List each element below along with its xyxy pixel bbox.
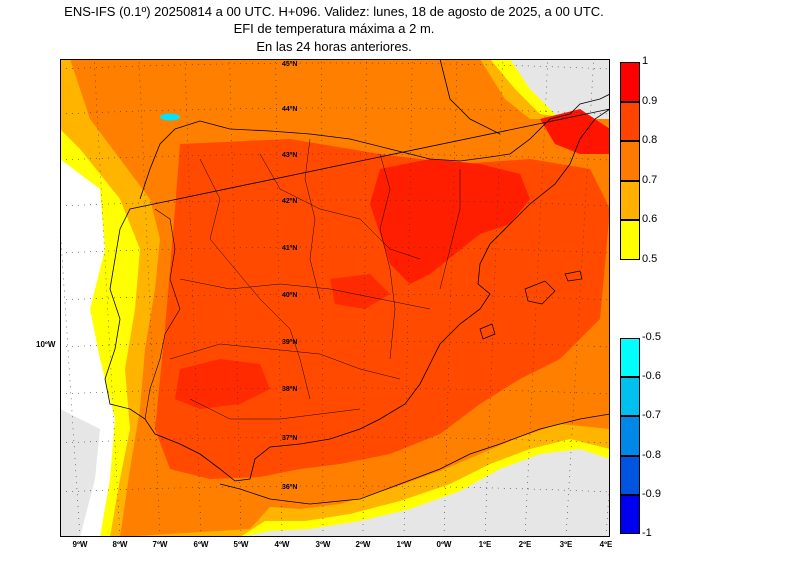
legend-label: -0.5 xyxy=(642,331,661,343)
latitude-label: 36ºN xyxy=(282,484,297,491)
longitude-label: 7ºW xyxy=(152,540,168,549)
latitude-label: 38ºN xyxy=(282,386,297,393)
latitude-label: 40ºN xyxy=(282,292,297,299)
africa-low-efi xyxy=(180,419,610,537)
longitude-label: 1ºW xyxy=(396,540,412,549)
latitude-labels: 45ºN 44ºN 43ºN 42ºN 41ºN 40ºN 39ºN 38ºN 37ºN 36ºN xyxy=(282,61,297,491)
legend-color-box xyxy=(620,180,640,221)
longitude-label: 1ºE xyxy=(478,540,492,549)
efi-red-zone-ebro xyxy=(370,159,530,284)
legend-color-box xyxy=(620,62,640,102)
legend-color-box xyxy=(620,101,640,142)
mallorca-outline xyxy=(524,280,556,305)
latitude-label: 39ºN xyxy=(282,339,297,346)
france-coastline xyxy=(439,59,501,135)
legend-label: -0.9 xyxy=(642,487,661,500)
menorca-outline xyxy=(564,270,583,282)
efi-red-zone-guadalquivir xyxy=(175,359,270,409)
iberia-coastline xyxy=(104,93,610,482)
longitude-label: 9ºW xyxy=(72,540,88,549)
legend-color-box xyxy=(620,455,640,495)
legend-label: 1 xyxy=(642,55,649,67)
legend-label: 0.7 xyxy=(642,173,658,186)
title-line-2: EFI de temperatura máxima a 2 m. xyxy=(233,21,435,36)
legend-positive xyxy=(620,62,640,260)
portugal-border xyxy=(144,208,181,420)
legend-label: 0.5 xyxy=(642,253,658,265)
longitude-label: 4ºW xyxy=(274,540,290,549)
longitude-label: 0ºW xyxy=(436,540,452,549)
latitude-label: 44ºN xyxy=(282,106,297,113)
longitude-label: 4ºE xyxy=(599,540,613,549)
latitude-label: 43ºN xyxy=(282,152,297,159)
legend-color-box xyxy=(620,377,640,417)
longitude-label: 8ºW xyxy=(112,540,128,549)
negative-efi-spot xyxy=(160,113,180,121)
atlantic-low-efi xyxy=(60,409,100,537)
legend-color-box xyxy=(620,494,640,534)
longitude-label: 3ºE xyxy=(559,540,573,549)
longitude-label: 2ºW xyxy=(355,540,371,549)
legend-label: -1 xyxy=(642,527,652,539)
legend-label: -0.7 xyxy=(642,409,661,422)
longitude-label: 5ºW xyxy=(233,540,249,549)
longitude-label: 6ºW xyxy=(193,540,209,549)
map-panel: 45ºN 44ºN 43ºN 42ºN 41ºN 40ºN 39ºN 38ºN 37ºN 36ºN xyxy=(60,59,610,537)
latitude-label: 45ºN xyxy=(282,61,297,68)
legend-label: -0.8 xyxy=(642,448,661,461)
longitude-label: 3ºW xyxy=(315,540,331,549)
legend-label: -0.6 xyxy=(642,370,661,383)
longitude-label: 2ºE xyxy=(518,540,532,549)
province-borders xyxy=(169,138,461,420)
title-line-1: ENS-IFS (0.1º) 20250814 a 00 UTC. H+096.… xyxy=(64,4,604,19)
latitude-label: 37ºN xyxy=(282,435,297,442)
title-line-3: En las 24 horas anteriores. xyxy=(256,39,412,54)
africa-coastline xyxy=(219,413,610,505)
ibiza-outline xyxy=(479,323,496,340)
side-longitude-label: 10ºW xyxy=(36,340,56,349)
latitude-label: 42ºN xyxy=(282,198,297,205)
legend-color-box xyxy=(620,338,640,378)
legend-label: 0.9 xyxy=(642,94,658,107)
latitude-label: 41ºN xyxy=(282,245,297,252)
legend-label: 0.6 xyxy=(642,213,658,226)
legend-color-box xyxy=(620,141,640,181)
efi-red-zone-centre xyxy=(330,274,390,309)
legend-color-box xyxy=(620,416,640,456)
legend-label: 0.8 xyxy=(642,134,658,147)
legend-negative xyxy=(620,338,640,534)
legend-color-box xyxy=(620,220,640,260)
